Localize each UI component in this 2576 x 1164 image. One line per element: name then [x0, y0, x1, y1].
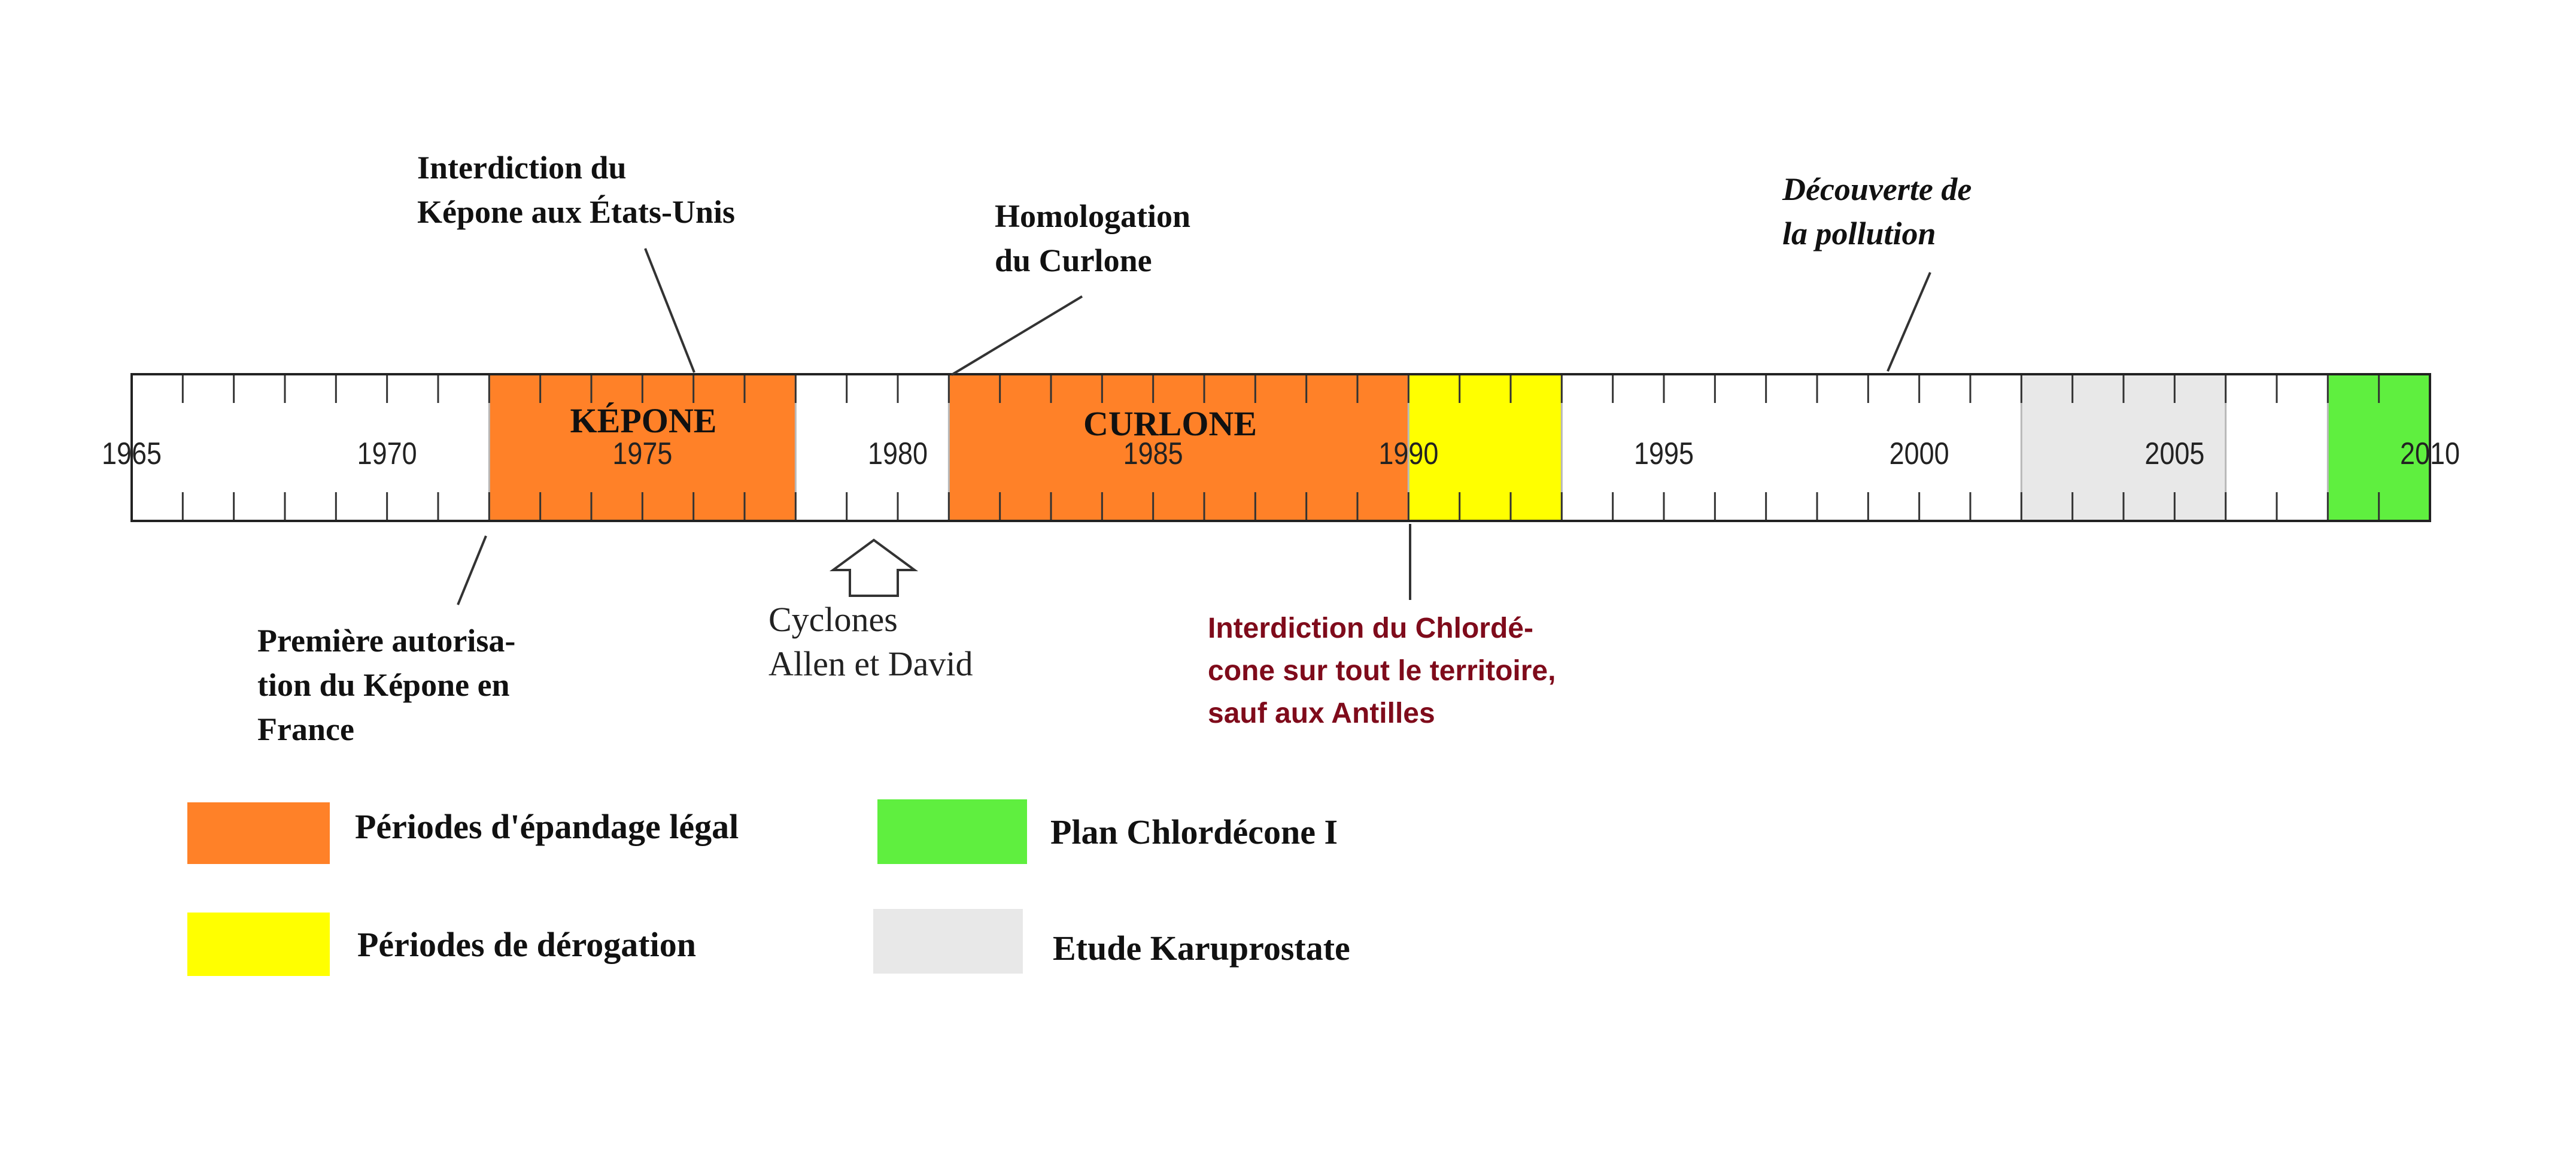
legend-label-karuprostate: Etude Karuprostate	[1053, 929, 1350, 968]
annotation-pollution-discovery: Découverte de la pollution	[1782, 171, 1980, 372]
us-ban-leader-line	[644, 248, 695, 373]
legend-swatch-karuprostate	[873, 909, 1023, 974]
year-label: 1980	[868, 436, 928, 471]
national-ban-line-1: Interdiction du Chlordé-	[1208, 613, 1533, 644]
timeline-bar: 1965 1970 1975 1980 1985 1990 1995 2000 2005 2010…	[102, 373, 2460, 522]
legend-swatch-derogation	[187, 913, 330, 976]
year-ticks	[181, 374, 2380, 521]
legend-swatch-plan	[877, 799, 1027, 864]
period-label-kepone: KÉPONE	[570, 401, 717, 440]
timeline-frame	[130, 373, 2431, 522]
svg-text:Première autorisa- tion: Première autorisa- tion du Képone en Fra…	[257, 623, 524, 747]
legend-swatch-legal	[187, 802, 330, 864]
national-ban-line-3: sauf aux Antilles	[1208, 698, 1435, 729]
annotation-cyclones: Cyclones Allen et David	[768, 538, 973, 683]
legend-label-legal: Périodes d'épandage légal	[355, 807, 739, 846]
year-label: 1965	[102, 436, 162, 471]
national-ban-line-2: cone sur tout le territoire,	[1208, 655, 1556, 687]
annotation-first-authorisation: Première autorisa- tion du Képone en Fra…	[257, 535, 524, 747]
curlone-approval-line-2: du Curlone	[995, 242, 1152, 278]
period-block-derogation	[1407, 373, 1563, 522]
curlone-approval-leader-line	[950, 295, 1083, 376]
svg-text:Interdiction du Chlordé-: Interdiction du Chlordé- cone sur tout l…	[1208, 613, 1564, 729]
year-label: 1970	[357, 436, 417, 471]
year-label: 2000	[1890, 436, 1949, 471]
svg-text:Découverte de la polluti: Découverte de la pollution	[1782, 171, 1980, 251]
year-labels: 1965 1970 1975 1980 1985 1990 1995 2000 2005 2010	[102, 436, 2460, 471]
pollution-line-2: la pollution	[1782, 216, 1936, 251]
first-authorisation-leader-line	[457, 535, 487, 605]
legend: Périodes d'épandage légal Plan Chlordéco…	[187, 799, 1350, 976]
legend-label-derogation: Périodes de dérogation	[357, 925, 696, 964]
year-label: 2010	[2400, 436, 2460, 471]
annotation-us-ban: Interdiction du Képone aux États-Unis	[417, 150, 735, 373]
year-label: 1975	[612, 436, 672, 471]
first-authorisation-line-3: France	[257, 711, 354, 747]
svg-text:Interdiction du Képone a: Interdiction du Képone aux États-Unis	[417, 150, 735, 230]
cyclones-line-2: Allen et David	[768, 644, 973, 683]
legend-label-plan: Plan Chlordécone I	[1050, 813, 1338, 851]
svg-text:Cyclones Allen et David: Cyclones Allen et David	[768, 600, 973, 683]
cyclones-line-1: Cyclones	[768, 600, 898, 639]
first-authorisation-line-2: tion du Képone en	[257, 667, 510, 703]
year-label: 1995	[1634, 436, 1694, 471]
up-arrow-icon	[829, 538, 919, 597]
curlone-approval-line-1: Homologation	[995, 198, 1190, 234]
year-label: 1990	[1378, 436, 1438, 471]
svg-text:Homologation du Curlone: Homologation du Curlone	[995, 198, 1199, 278]
pollution-leader-line	[1887, 272, 1931, 372]
first-authorisation-line-1: Première autorisa-	[257, 623, 515, 659]
period-label-curlone: CURLONE	[1083, 404, 1257, 443]
year-label: 2005	[2144, 436, 2204, 471]
annotation-national-ban: Interdiction du Chlordé- cone sur tout l…	[1208, 524, 1564, 729]
us-ban-line-1: Interdiction du	[417, 150, 627, 186]
year-label: 1985	[1123, 436, 1183, 471]
pollution-line-1: Découverte de	[1782, 171, 1972, 207]
annotation-curlone-approval: Homologation du Curlone	[950, 198, 1199, 376]
us-ban-line-2: Képone aux États-Unis	[417, 194, 735, 230]
